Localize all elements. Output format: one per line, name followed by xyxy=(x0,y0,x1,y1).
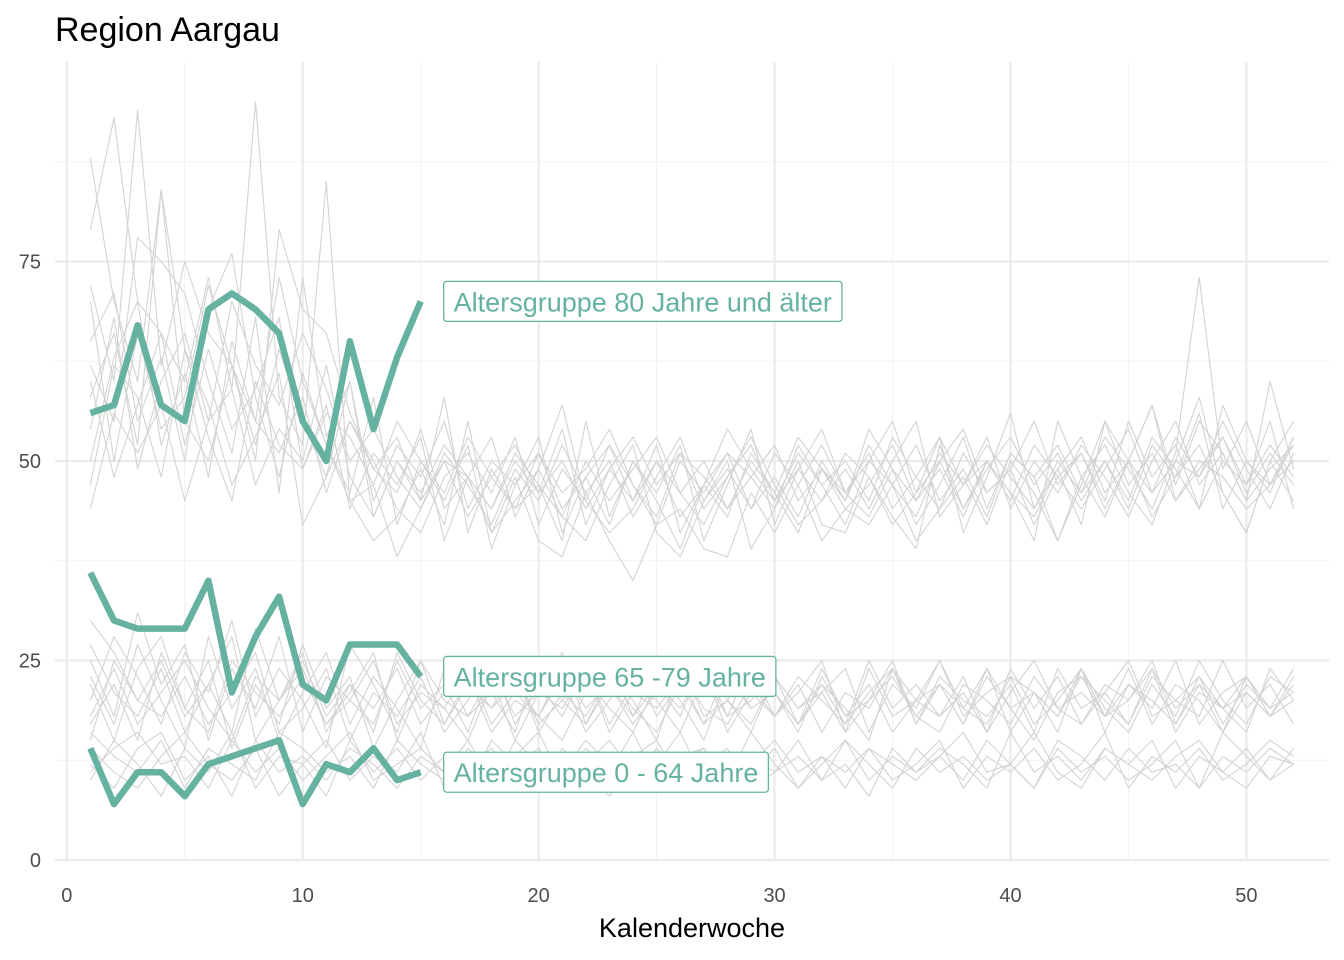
highlight-series-line xyxy=(87,737,422,808)
y-tick-label: 75 xyxy=(19,252,41,274)
background-series-line xyxy=(89,300,1295,518)
x-tick-label: 20 xyxy=(528,885,550,907)
x-tick-label: 0 xyxy=(61,885,72,907)
highlight-series-label: Altersgruppe 65 -79 Jahre xyxy=(443,655,777,698)
grid-major xyxy=(55,62,1329,862)
label-text: Altersgruppe 65 -79 Jahre xyxy=(454,662,766,692)
y-tick-label: 0 xyxy=(30,850,41,872)
label-box xyxy=(443,751,770,793)
x-tick-label: 40 xyxy=(999,885,1021,907)
label-text: Altersgruppe 80 Jahre und älter xyxy=(454,287,832,317)
highlight-series-label: Altersgruppe 80 Jahre und älter xyxy=(443,280,843,323)
highlight-series-group xyxy=(87,290,424,808)
label-box xyxy=(443,280,843,323)
chart-title: Region Aargau xyxy=(55,11,280,49)
label-box xyxy=(443,655,777,698)
y-tick-label: 50 xyxy=(19,451,41,473)
x-axis-title: Kalenderwoche xyxy=(599,913,785,943)
highlight-series-label: Altersgruppe 0 - 64 Jahre xyxy=(443,751,770,793)
background-series-line xyxy=(89,636,1294,749)
highlight-series-line xyxy=(89,290,424,465)
x-tick-label: 50 xyxy=(1235,885,1257,907)
x-tick-label: 30 xyxy=(763,885,785,907)
y-tick-label: 25 xyxy=(19,651,41,673)
highlight-series-line xyxy=(87,571,424,704)
highlight-labels-group: Altersgruppe 80 Jahre und älter Altersgru… xyxy=(443,280,843,793)
background-series-line xyxy=(89,348,1295,542)
y-axis-ticks: 0 25 50 75 xyxy=(19,252,41,873)
x-tick-label: 10 xyxy=(292,885,314,907)
background-series-line xyxy=(89,364,1295,518)
background-series-line xyxy=(89,101,1295,558)
x-axis-ticks: 0 10 20 30 40 50 xyxy=(61,885,1257,907)
background-series-group xyxy=(89,101,1295,797)
label-text: Altersgruppe 0 - 64 Jahre xyxy=(454,758,759,788)
